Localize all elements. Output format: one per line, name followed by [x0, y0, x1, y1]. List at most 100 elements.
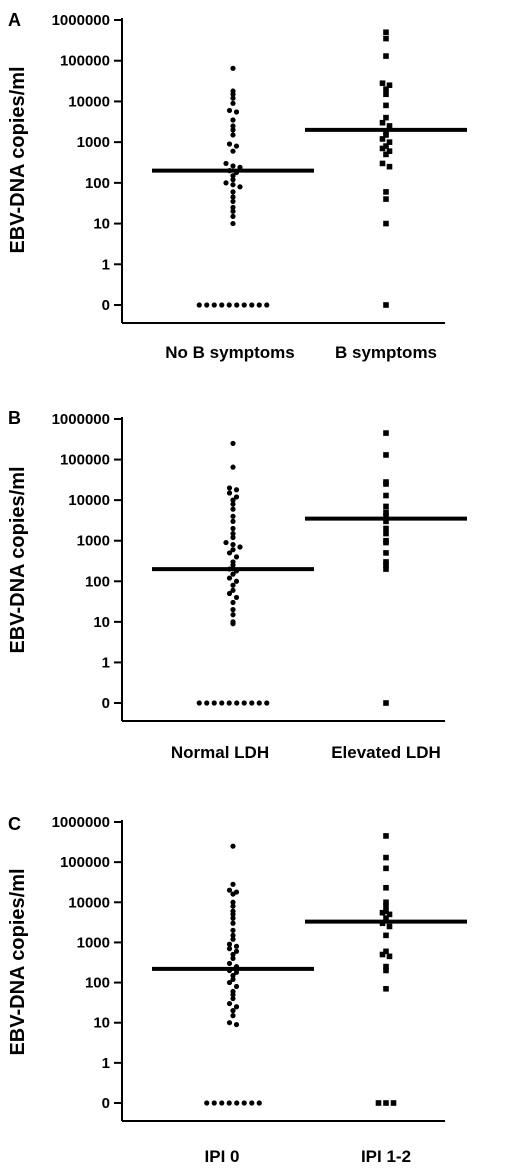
data-point — [383, 1100, 389, 1106]
data-point — [226, 107, 233, 114]
y-tick-label: 10000 — [68, 93, 110, 110]
data-point — [226, 1020, 233, 1026]
y-tick-label: 1000000 — [52, 12, 110, 29]
data-point — [249, 1100, 255, 1106]
y-axis-label: EBV-DNA copies/ml — [7, 868, 29, 1055]
y-tick-label: 1 — [102, 256, 110, 273]
data-point — [386, 123, 393, 129]
data-point — [383, 899, 389, 906]
panel-label: C — [8, 814, 21, 834]
data-point — [196, 302, 202, 308]
y-tick-label: 0 — [102, 297, 110, 314]
data-point — [230, 920, 236, 926]
data-point — [383, 985, 389, 992]
data-point — [233, 969, 240, 975]
data-point — [230, 927, 236, 933]
y-tick-label: 100000 — [60, 53, 110, 70]
data-point — [383, 91, 389, 98]
data-point — [230, 1013, 236, 1019]
data-point — [219, 700, 225, 706]
data-point — [219, 1100, 225, 1106]
data-point — [383, 196, 389, 202]
data-point — [230, 995, 236, 1002]
data-point — [383, 539, 389, 546]
data-point — [230, 194, 236, 200]
data-point — [233, 578, 240, 584]
data-point — [386, 82, 393, 89]
data-point — [383, 513, 389, 520]
data-point — [375, 1100, 382, 1106]
data-point — [230, 612, 236, 618]
data-point — [241, 700, 247, 706]
y-tick-label: 100 — [85, 573, 110, 590]
data-point — [230, 65, 236, 71]
y-tick-label: 10000 — [68, 492, 110, 509]
data-point — [383, 854, 389, 861]
data-point — [233, 109, 240, 115]
data-point — [383, 492, 389, 499]
data-point — [226, 590, 233, 597]
data-point — [230, 127, 236, 133]
data-point — [230, 173, 236, 179]
data-point — [383, 530, 389, 537]
data-point — [383, 189, 389, 195]
data-point — [230, 464, 236, 470]
x-category-label: No B symptoms — [165, 343, 294, 362]
data-point — [223, 180, 229, 186]
data-point — [204, 700, 210, 706]
data-point — [383, 833, 389, 839]
data-point — [226, 302, 232, 308]
data-point — [233, 487, 240, 493]
data-point — [383, 132, 389, 138]
data-point — [233, 983, 240, 990]
data-point — [223, 160, 229, 167]
y-tick-label: 100000 — [60, 452, 110, 469]
data-point — [264, 700, 270, 706]
data-point — [226, 490, 233, 496]
data-point — [256, 700, 262, 706]
data-point — [211, 302, 217, 308]
data-point — [264, 302, 270, 308]
data-point — [230, 891, 236, 897]
data-point — [230, 91, 236, 97]
data-point — [230, 621, 236, 627]
data-point — [383, 566, 389, 572]
data-point — [383, 102, 389, 109]
data-point — [383, 884, 389, 891]
data-point — [230, 607, 236, 613]
data-point — [211, 700, 217, 706]
data-point — [241, 1100, 247, 1106]
data-point — [211, 1100, 217, 1106]
data-point — [249, 700, 255, 706]
data-point — [386, 139, 393, 145]
data-point — [383, 700, 389, 706]
data-point — [383, 509, 389, 516]
y-tick-label: 1000 — [77, 934, 110, 951]
data-point — [383, 525, 389, 532]
x-category-label: B symptoms — [335, 343, 437, 362]
data-point — [230, 501, 236, 507]
y-tick-label: 1 — [102, 654, 110, 671]
data-point — [233, 143, 240, 149]
data-point — [383, 908, 389, 914]
data-point — [386, 911, 393, 918]
y-tick-label: 10000 — [68, 894, 110, 911]
y-tick-label: 1000000 — [52, 411, 110, 428]
data-point — [383, 452, 389, 458]
data-point — [230, 525, 236, 532]
y-tick-label: 100 — [85, 975, 110, 992]
data-point — [230, 587, 236, 593]
data-point — [226, 141, 233, 147]
data-point — [230, 976, 236, 982]
data-point — [230, 542, 236, 548]
data-point — [230, 117, 236, 123]
data-point — [379, 136, 386, 142]
data-point — [230, 198, 236, 205]
x-category-label: Elevated LDH — [331, 743, 441, 762]
data-point — [226, 887, 233, 893]
data-point — [230, 915, 236, 921]
data-point — [383, 53, 389, 59]
data-point — [233, 1021, 240, 1028]
data-point — [230, 440, 236, 447]
